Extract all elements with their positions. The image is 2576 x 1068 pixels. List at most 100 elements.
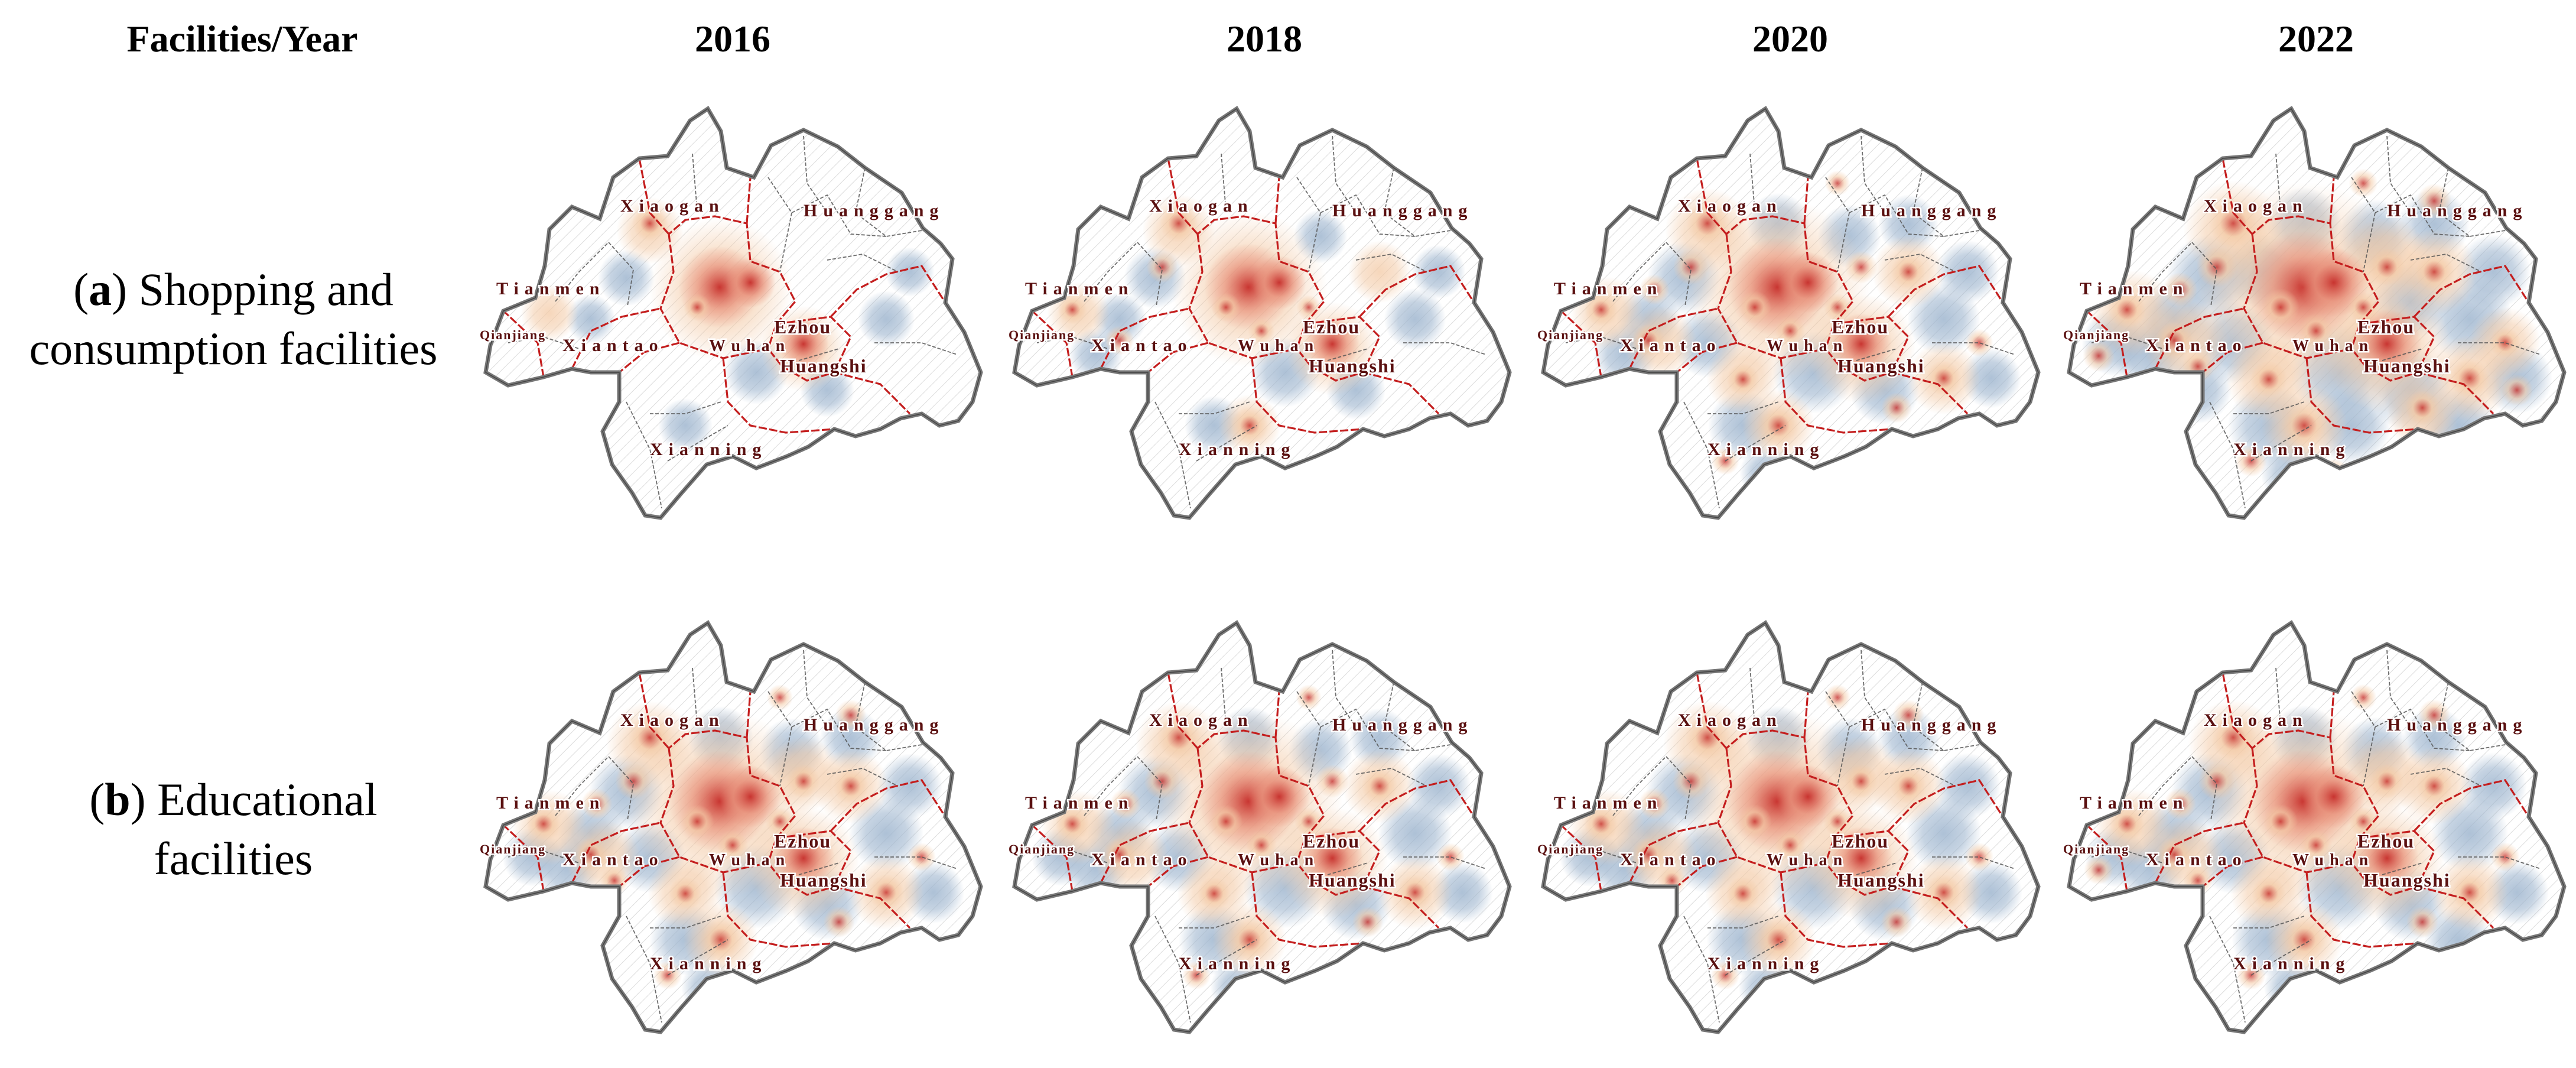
city-label-xianning: Xianning [1707, 440, 1824, 459]
county-boundary [2138, 242, 2193, 302]
county-boundary [1913, 681, 1980, 751]
density-hotspot [868, 874, 905, 911]
city-boundary [1803, 177, 1809, 224]
county-boundary [1849, 708, 1944, 751]
county-boundary [2250, 939, 2312, 976]
density-hotspot [1889, 767, 1927, 805]
row-label-b-line1: Educational [145, 774, 378, 825]
city-boundary [1274, 177, 1280, 224]
city-label-tianmen: Tianmen [496, 279, 605, 298]
density-hotspot [627, 715, 672, 760]
city-boundary [2305, 358, 2418, 434]
county-boundary [1327, 348, 1368, 361]
outer-boundary-inner [2068, 108, 2565, 518]
county-boundary [1036, 850, 1108, 864]
density-hotspot [1965, 329, 1993, 357]
city-label-huanggang: Huanggang [2387, 715, 2528, 735]
county-boundary [626, 916, 662, 1023]
city-boundary [746, 691, 752, 738]
county-boundary [1296, 177, 1321, 272]
county-boundary [2209, 916, 2246, 1023]
density-cool-blob [1934, 753, 2001, 819]
county-boundary [827, 254, 899, 272]
city-boundary [2417, 371, 2494, 415]
city-label-ezhou: Ezhou [1303, 316, 1360, 337]
density-hotspot [2084, 855, 2113, 885]
map-a-2016: Xiaogan Huanggang Tianmen Qianjiang Xiantao W… [473, 95, 1004, 544]
county-boundary [2275, 667, 2281, 725]
county-boundary [650, 916, 721, 929]
county-boundary [2233, 916, 2305, 929]
density-hotspot [1361, 768, 1398, 804]
county-boundary [1384, 681, 1451, 751]
county-boundary [1707, 401, 1779, 414]
map-a-2018: Xiaogan Huanggang Tianmen Qianjiang Xiantao W… [1001, 95, 1533, 544]
density-hotspot [1673, 249, 1709, 285]
county-boundary [1403, 342, 1487, 355]
county-boundary [1154, 916, 1191, 1023]
county-boundary [1612, 756, 1667, 816]
county-boundary [1403, 856, 1487, 869]
density-hotspot [1824, 684, 1851, 711]
city-label-qianjiang: Qianjiang [1009, 327, 1075, 342]
city-boundary [638, 672, 670, 749]
city-boundary [722, 358, 835, 434]
density-hotspot [1436, 843, 1465, 871]
city-label-tianmen: Tianmen [1554, 279, 1663, 298]
county-boundary [2458, 342, 2541, 355]
density-hotspot [2164, 788, 2196, 820]
city-label-huangshi: Huangshi [780, 355, 867, 376]
city-label-wuhan: Wuhan [709, 337, 791, 355]
row-label-a-line1: Shopping and [127, 264, 393, 315]
city-label-huangshi: Huangshi [1837, 355, 1925, 376]
density-hotspot [2210, 715, 2256, 761]
column-header-year-2020: 2020 [1752, 18, 1828, 60]
density-hotspot [680, 804, 714, 839]
city-boundary [1031, 310, 1074, 378]
city-label-xianning: Xianning [2233, 954, 2350, 973]
density-hotspot [1686, 202, 1729, 245]
county-boundary [2410, 254, 2482, 272]
city-boundary [659, 729, 796, 874]
city-label-huangshi: Huangshi [2363, 869, 2451, 891]
county-boundary [798, 348, 840, 361]
city-boundary [722, 872, 835, 948]
city-label-huangshi: Huangshi [1309, 869, 1396, 891]
city-boundary [2086, 310, 2128, 378]
row-letter-a: a [89, 264, 112, 315]
county-boundary [1932, 856, 2015, 869]
county-boundary [1666, 756, 1692, 821]
city-boundary [1560, 310, 1602, 378]
density-hotspot [2196, 246, 2237, 288]
county-boundary [1384, 167, 1451, 237]
county-boundary [1221, 153, 1227, 211]
city-label-xiaogan: Xiaogan [2204, 710, 2308, 730]
county-boundary [2351, 177, 2376, 272]
city-boundary [1696, 158, 1728, 235]
county-boundary [2091, 850, 2163, 864]
city-boundary [2201, 856, 2263, 888]
city-boundary [1891, 371, 1969, 415]
density-cool-blob [658, 398, 713, 453]
density-hotspot [2347, 291, 2379, 323]
city-boundary [1274, 691, 1280, 738]
city-boundary [1717, 215, 1854, 359]
density-hotspot [1105, 326, 1134, 355]
city-boundary [618, 342, 680, 374]
density-hotspot [2250, 361, 2288, 398]
density-cool-blob [2460, 752, 2527, 820]
city-label-xiaogan: Xiaogan [620, 710, 725, 730]
county-boundary [827, 768, 899, 787]
city-label-xiaogan: Xiaogan [620, 196, 725, 216]
density-hotspot [1055, 807, 1089, 841]
density-hotspot [765, 807, 795, 836]
row-label-shopping: (a) Shopping and consumption facilities [0, 260, 467, 378]
county-boundary [874, 342, 958, 355]
county-boundary [2275, 153, 2281, 211]
county-boundary [767, 177, 792, 272]
county-boundary [1683, 916, 1720, 1023]
density-hotspot [725, 257, 776, 308]
city-boundary [1803, 691, 1809, 738]
city-boundary [1188, 729, 1325, 874]
density-hotspot [1211, 293, 1241, 322]
